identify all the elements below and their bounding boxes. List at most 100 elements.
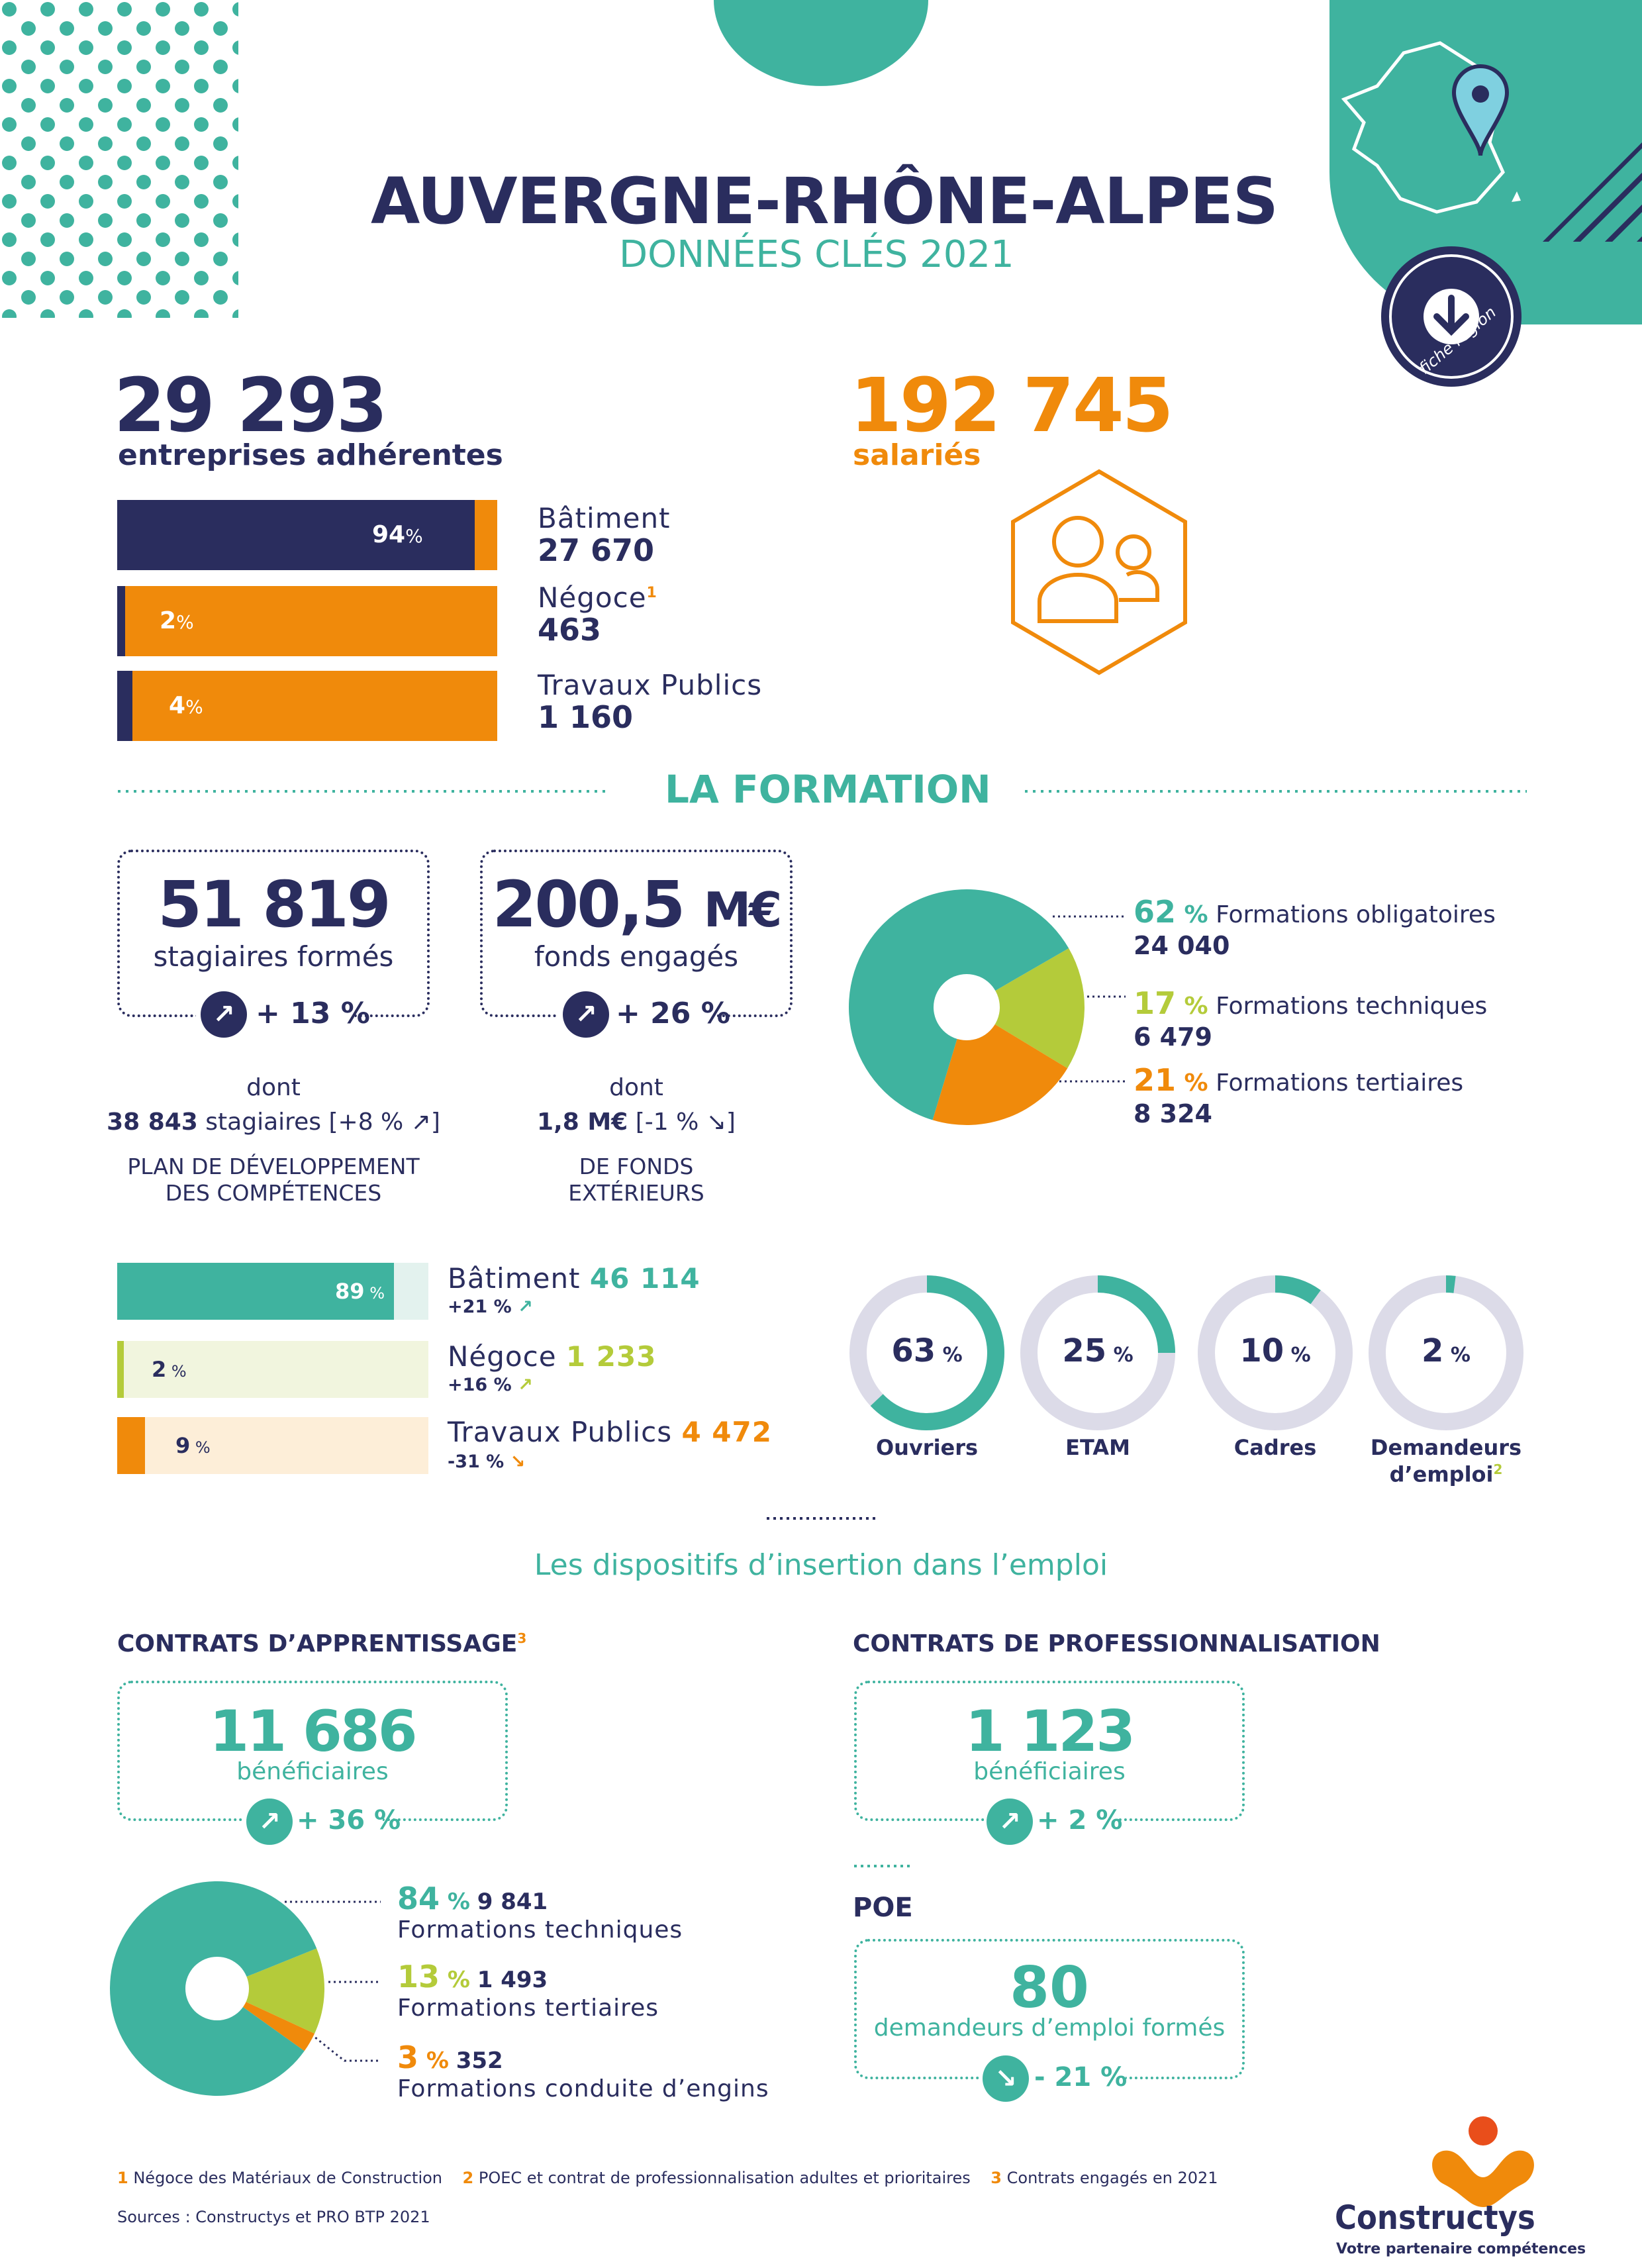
section-title-formation: LA FORMATION bbox=[665, 767, 991, 812]
secbar-batiment: 89 % bbox=[117, 1263, 428, 1320]
page-title: AUVERGNE-RHÔNE-ALPES bbox=[371, 164, 1279, 238]
location-pin-icon bbox=[1451, 64, 1510, 156]
sector-name-negoce: Négoce1 bbox=[538, 581, 657, 614]
sector-bar-negoce: 2% bbox=[117, 586, 497, 656]
dont-label: dont bbox=[246, 1074, 301, 1101]
poe-value: 80 bbox=[1010, 1955, 1089, 2021]
teal-half-circle bbox=[714, 0, 928, 86]
pro-label: bénéficiaires bbox=[973, 1758, 1126, 1785]
download-badge bbox=[1381, 246, 1521, 387]
pie1-hole bbox=[934, 974, 1000, 1040]
donut-label-ouvriers: Ouvriers bbox=[875, 1435, 979, 1460]
sector-value-batiment: 27 670 bbox=[538, 532, 655, 568]
ext-line: 1,8 M€ [-1 % ↘] bbox=[537, 1109, 736, 1136]
plan-caption-1: PLAN DE DÉVELOPPEMENT bbox=[127, 1154, 420, 1179]
donut-arc-0 bbox=[870, 1275, 1004, 1430]
pro-value: 1 123 bbox=[965, 1699, 1135, 1765]
sector-name-batiment: Bâtiment bbox=[538, 502, 671, 534]
pro-title: CONTRATS DE PROFESSIONNALISATION bbox=[853, 1630, 1380, 1657]
fonds-growth: + 26 % bbox=[616, 997, 730, 1030]
people-hexagon-icon bbox=[1011, 469, 1187, 675]
plan-caption-2: DES COMPÉTENCES bbox=[165, 1180, 382, 1206]
donut-label-demandeurs: Demandeurs bbox=[1370, 1435, 1522, 1460]
donut-arc-1 bbox=[1097, 1275, 1175, 1354]
stagiaires-growth: + 13 % bbox=[256, 997, 370, 1030]
pie1-count-techniques: 6 479 bbox=[1134, 1022, 1212, 1052]
salaries-value: 192 745 bbox=[850, 363, 1174, 449]
pie2-label-engins: 3 % 352 bbox=[397, 2040, 503, 2075]
pie2-name-tertiaires: Formations tertiaires bbox=[397, 1995, 659, 2022]
pie1-label-obligatoires: 62 % Formations obligatoires bbox=[1134, 894, 1496, 930]
secbar-label-batiment: Bâtiment 46 114 bbox=[448, 1262, 700, 1295]
appr-title: CONTRATS D’APPRENTISSAGE3 bbox=[117, 1630, 527, 1657]
pie2-name-techniques: Formations techniques bbox=[397, 1916, 683, 1944]
pie1-label-techniques: 17 % Formations techniques bbox=[1134, 985, 1488, 1021]
teal-corner-shape bbox=[1329, 0, 1642, 324]
brand-name: Constructys bbox=[1335, 2198, 1535, 2237]
pie1-count-obligatoires: 24 040 bbox=[1134, 931, 1230, 960]
secbar-negoce: 2 % bbox=[117, 1341, 428, 1398]
fonds-value: 200,5 M€ bbox=[492, 867, 783, 942]
pro-growth: + 2 % bbox=[1037, 1805, 1123, 1836]
donut-pct-cadres: 10 % bbox=[1239, 1332, 1311, 1369]
donut-arc-3 bbox=[1445, 1275, 1456, 1293]
secbar-growth-batiment: +21 % ↗ bbox=[448, 1297, 533, 1317]
pie2-label-tertiaires: 13 % 1 493 bbox=[397, 1959, 548, 1995]
poe-growth: - 21 % bbox=[1034, 2062, 1128, 2093]
dot-pattern bbox=[0, 0, 238, 318]
insertion-title: Les dispositifs d’insertion dans l’emplo… bbox=[534, 1548, 1108, 1582]
pie2-name-engins: Formations conduite d’engins bbox=[397, 2075, 769, 2102]
arrow-up-icon: ↗ bbox=[987, 1799, 1033, 1845]
france-map-icon bbox=[1341, 41, 1505, 214]
stagiaires-value: 51 819 bbox=[158, 867, 391, 942]
constructys-logo-icon bbox=[1432, 2116, 1534, 2207]
poe-title: POE bbox=[853, 1893, 913, 1923]
appr-value: 11 686 bbox=[209, 1699, 417, 1765]
secbar-label-negoce: Négoce 1 233 bbox=[448, 1340, 657, 1373]
entreprises-value: 29 293 bbox=[114, 363, 388, 449]
page-subtitle: DONNÉES CLÉS 2021 bbox=[619, 233, 1014, 276]
appr-label: bénéficiaires bbox=[236, 1758, 389, 1785]
donut-arc-2 bbox=[1275, 1275, 1321, 1305]
arrow-up-icon: ↗ bbox=[246, 1799, 293, 1845]
donut-pct-demandeurs: 2 % bbox=[1422, 1332, 1471, 1369]
sector-bar-batiment: 94% bbox=[117, 500, 497, 570]
poe-label: demandeurs d’emploi formés bbox=[873, 2014, 1226, 2042]
ext-caption-2: EXTÉRIEURS bbox=[568, 1180, 704, 1206]
donut-label-cadres: Cadres bbox=[1233, 1435, 1317, 1460]
secbar-tp: 9 % bbox=[117, 1417, 428, 1474]
pie1-count-tertiaires: 8 324 bbox=[1134, 1099, 1212, 1128]
donut-pct-ouvriers: 63 % bbox=[891, 1332, 963, 1369]
sector-name-tp: Travaux Publics bbox=[538, 669, 763, 701]
secbar-label-tp: Travaux Publics 4 472 bbox=[448, 1416, 772, 1448]
pie2-label-techniques: 84 % 9 841 bbox=[397, 1881, 548, 1916]
brand-tagline: Votre partenaire compétences bbox=[1336, 2241, 1586, 2257]
pie1-slice-0 bbox=[967, 948, 1085, 1069]
dont-label-2: dont bbox=[609, 1074, 663, 1101]
arrow-down-icon: ↘ bbox=[983, 2055, 1029, 2102]
sector-value-negoce: 463 bbox=[538, 612, 602, 648]
sector-bar-tp: 4% bbox=[117, 671, 497, 741]
sector-value-tp: 1 160 bbox=[538, 699, 634, 735]
donut-pct-etam: 25 % bbox=[1062, 1332, 1134, 1369]
plan-line: 38 843 stagiaires [+8 % ↗] bbox=[107, 1109, 440, 1136]
sources: Sources : Constructys et PRO BTP 2021 bbox=[117, 2208, 430, 2226]
appr-growth: + 36 % bbox=[297, 1805, 401, 1836]
fonds-label: fonds engagés bbox=[534, 940, 739, 973]
pie2-slice-0 bbox=[217, 1948, 325, 2034]
stagiaires-label: stagiaires formés bbox=[153, 940, 394, 973]
footnotes: 1 Négoce des Matériaux de Construction 2… bbox=[117, 2169, 1218, 2187]
pie1-label-tertiaires: 21 % Formations tertiaires bbox=[1134, 1062, 1464, 1098]
pie2-hole bbox=[185, 1957, 249, 2020]
ext-caption-1: DE FONDS bbox=[579, 1154, 694, 1179]
secbar-growth-negoce: +16 % ↗ bbox=[448, 1375, 533, 1395]
salaries-label: salariés bbox=[853, 438, 981, 472]
donut-label-demandeurs-2: d’emploi2 bbox=[1389, 1461, 1503, 1487]
entreprises-label: entreprises adhérentes bbox=[118, 438, 503, 472]
arrow-up-icon: ↗ bbox=[201, 991, 247, 1038]
secbar-growth-tp: -31 % ↘ bbox=[448, 1452, 526, 1472]
arrow-up-icon: ↗ bbox=[563, 991, 609, 1038]
hatch-pattern bbox=[1543, 142, 1642, 242]
